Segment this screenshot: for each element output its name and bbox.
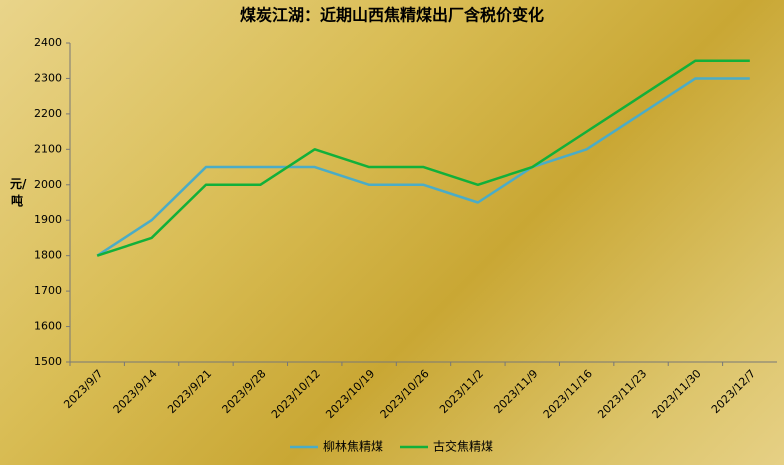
y-tick-label: 1900 bbox=[34, 213, 62, 226]
x-tick-label: 2023/9/28 bbox=[220, 367, 269, 416]
y-tick-label: 1700 bbox=[34, 284, 62, 297]
x-tick-label: 2023/9/7 bbox=[61, 367, 105, 411]
line-series bbox=[96, 59, 750, 257]
x-tick-label: 2023/11/16 bbox=[541, 367, 595, 421]
x-tick-label: 2023/10/19 bbox=[323, 367, 377, 421]
y-tick-label: 1500 bbox=[34, 355, 62, 368]
x-tick-label: 2023/11/30 bbox=[650, 367, 704, 421]
x-tick-label: 2023/12/7 bbox=[709, 367, 758, 416]
x-tick-label: 2023/10/12 bbox=[269, 367, 323, 421]
legend-label: 柳林焦精煤 bbox=[323, 440, 383, 454]
y-tick-label: 2000 bbox=[34, 178, 62, 191]
y-tick-label: 1600 bbox=[34, 320, 62, 333]
legend-label: 古交焦精煤 bbox=[433, 439, 493, 454]
x-tick-label: 2023/9/21 bbox=[165, 367, 214, 416]
line-series bbox=[96, 77, 750, 257]
y-tick-label: 2400 bbox=[34, 36, 62, 49]
x-tick-label: 2023/11/23 bbox=[595, 367, 649, 421]
x-tick-label: 2023/9/14 bbox=[111, 367, 160, 416]
y-tick-label: 1800 bbox=[34, 249, 62, 262]
y-axis-label: 元/吨 bbox=[10, 177, 27, 208]
y-tick-label: 2200 bbox=[34, 107, 62, 120]
chart-title: 煤炭江湖：近期山西焦精煤出厂含税价变化 bbox=[240, 6, 544, 25]
x-tick-label: 2023/11/9 bbox=[491, 367, 540, 416]
y-tick-label: 2300 bbox=[34, 71, 62, 84]
x-tick-label: 2023/11/2 bbox=[437, 367, 486, 416]
x-tick-label: 2023/10/26 bbox=[378, 367, 432, 421]
y-tick-label: 2100 bbox=[34, 142, 62, 155]
